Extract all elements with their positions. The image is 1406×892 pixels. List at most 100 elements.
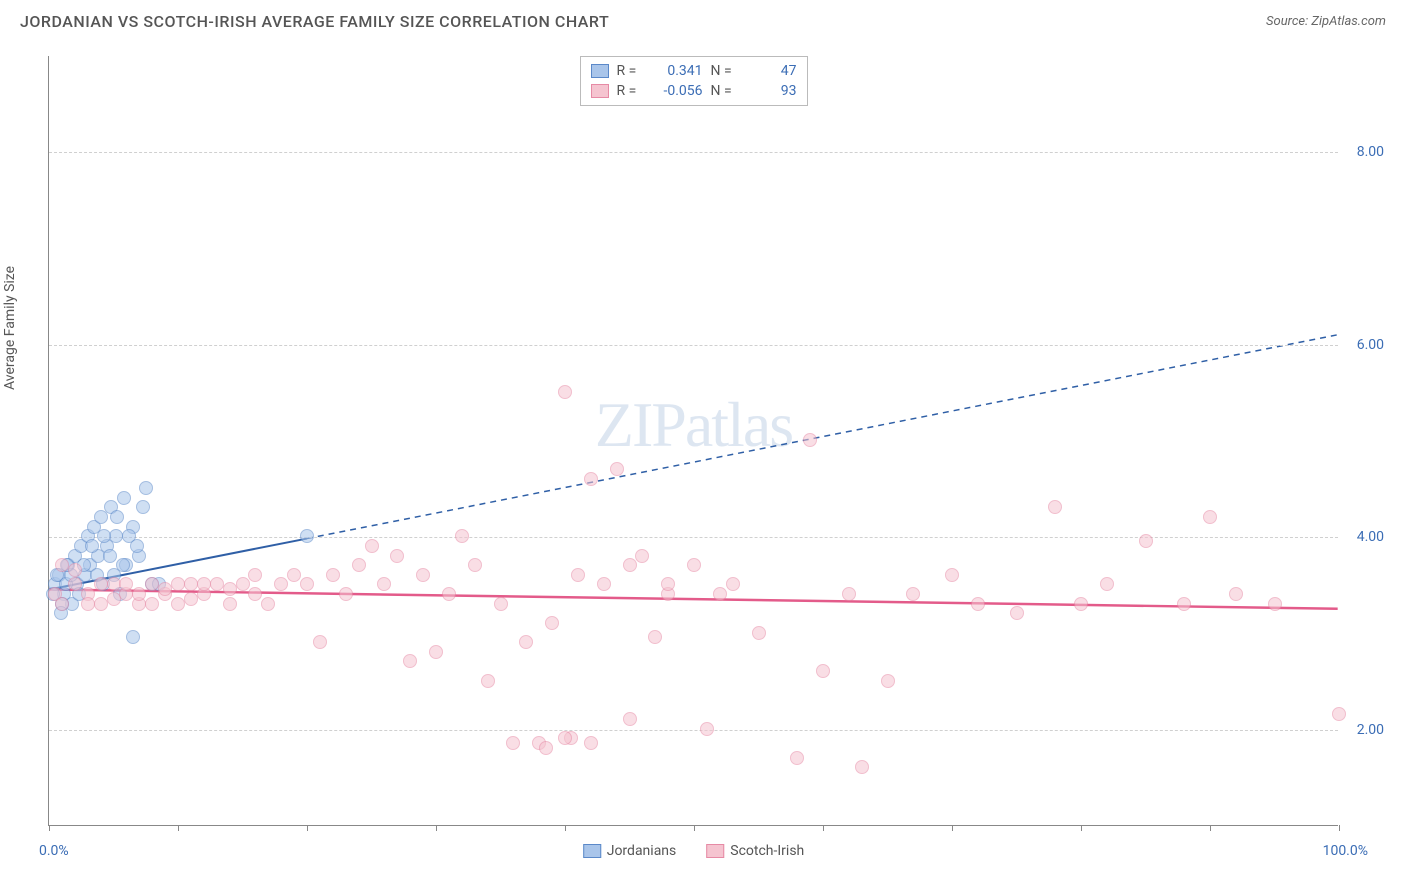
x-axis-min-label: 0.0% [39, 843, 69, 859]
y-tick-label: 4.00 [1357, 529, 1384, 545]
data-point [300, 577, 314, 591]
data-point [700, 722, 714, 736]
data-point [139, 481, 153, 495]
data-point [94, 577, 108, 591]
stats-legend-row: R =0.341N =47 [591, 61, 797, 81]
r-label: R = [617, 83, 643, 99]
data-point [68, 563, 82, 577]
data-point [945, 568, 959, 582]
n-value: 47 [745, 63, 797, 79]
x-tick [694, 825, 695, 831]
data-point [584, 472, 598, 486]
data-point [110, 510, 124, 524]
data-point [126, 630, 140, 644]
data-point [403, 654, 417, 668]
r-label: R = [617, 63, 643, 79]
data-point [571, 568, 585, 582]
x-tick [49, 825, 50, 831]
data-point [855, 760, 869, 774]
data-point [261, 597, 275, 611]
data-point [300, 529, 314, 543]
data-point [558, 385, 572, 399]
data-point [1139, 534, 1153, 548]
data-point [313, 635, 327, 649]
x-tick [1081, 825, 1082, 831]
data-point [429, 645, 443, 659]
y-tick-label: 6.00 [1357, 337, 1384, 353]
x-tick [823, 825, 824, 831]
data-point [236, 577, 250, 591]
data-point [468, 558, 482, 572]
data-point [1268, 597, 1282, 611]
stats-legend-row: R = -0.056 N = 93 [591, 81, 797, 101]
legend-swatch [591, 64, 609, 78]
series-name: Scotch-Irish [730, 843, 804, 859]
data-point [1074, 597, 1088, 611]
data-point [352, 558, 366, 572]
data-point [145, 597, 159, 611]
trend-lines-layer [49, 56, 1338, 825]
data-point [1048, 500, 1062, 514]
data-point [103, 549, 117, 563]
data-point [132, 587, 146, 601]
n-label: N = [711, 83, 737, 99]
series-legend-item: Scotch-Irish [706, 843, 804, 859]
data-point [558, 731, 572, 745]
data-point [1229, 587, 1243, 601]
data-point [1177, 597, 1191, 611]
data-point [326, 568, 340, 582]
data-point [623, 712, 637, 726]
x-tick [565, 825, 566, 831]
data-point [145, 577, 159, 591]
data-point [130, 539, 144, 553]
data-point [1332, 707, 1346, 721]
trend-line-extrapolated [307, 335, 1338, 539]
data-point [210, 577, 224, 591]
data-point [610, 462, 624, 476]
data-point [171, 577, 185, 591]
data-point [790, 751, 804, 765]
plot-area: ZIPatlas R =0.341N =47R =-0.056N =93 0.0… [48, 56, 1338, 826]
y-tick-label: 8.00 [1357, 144, 1384, 160]
r-value: -0.056 [651, 83, 703, 99]
data-point [197, 577, 211, 591]
data-point [687, 558, 701, 572]
stats-legend: R = 0.341 N = 47 R = -0.056 N = 93 [580, 56, 808, 106]
data-point [539, 741, 553, 755]
data-point [377, 577, 391, 591]
data-point [752, 626, 766, 640]
series-legend: Jordanians Scotch-Irish [583, 843, 805, 859]
watermark: ZIPatlas [595, 388, 792, 462]
data-point [1010, 606, 1024, 620]
data-point [494, 597, 508, 611]
y-tick-label: 2.00 [1357, 722, 1384, 738]
data-point [481, 674, 495, 688]
data-point [971, 597, 985, 611]
n-value: 93 [745, 83, 797, 99]
data-point [119, 577, 133, 591]
data-point [158, 582, 172, 596]
data-point [97, 529, 111, 543]
y-axis-label: Average Family Size [2, 266, 18, 390]
data-point [842, 587, 856, 601]
data-point [623, 558, 637, 572]
gridline [49, 152, 1338, 153]
x-tick [1339, 825, 1340, 831]
legend-swatch [706, 844, 724, 858]
data-point [107, 592, 121, 606]
data-point [223, 582, 237, 596]
series-name: Jordanians [607, 843, 677, 859]
data-point [136, 500, 150, 514]
gridline [49, 730, 1338, 731]
data-point [287, 568, 301, 582]
data-point [1100, 577, 1114, 591]
r-value: 0.341 [651, 63, 703, 79]
series-legend-item: Jordanians [583, 843, 677, 859]
data-point [68, 577, 82, 591]
trend-line [49, 589, 1337, 608]
data-point [416, 568, 430, 582]
data-point [223, 597, 237, 611]
x-tick [307, 825, 308, 831]
data-point [107, 577, 121, 591]
chart-header: JORDANIAN VS SCOTCH-IRISH AVERAGE FAMILY… [0, 0, 1406, 37]
